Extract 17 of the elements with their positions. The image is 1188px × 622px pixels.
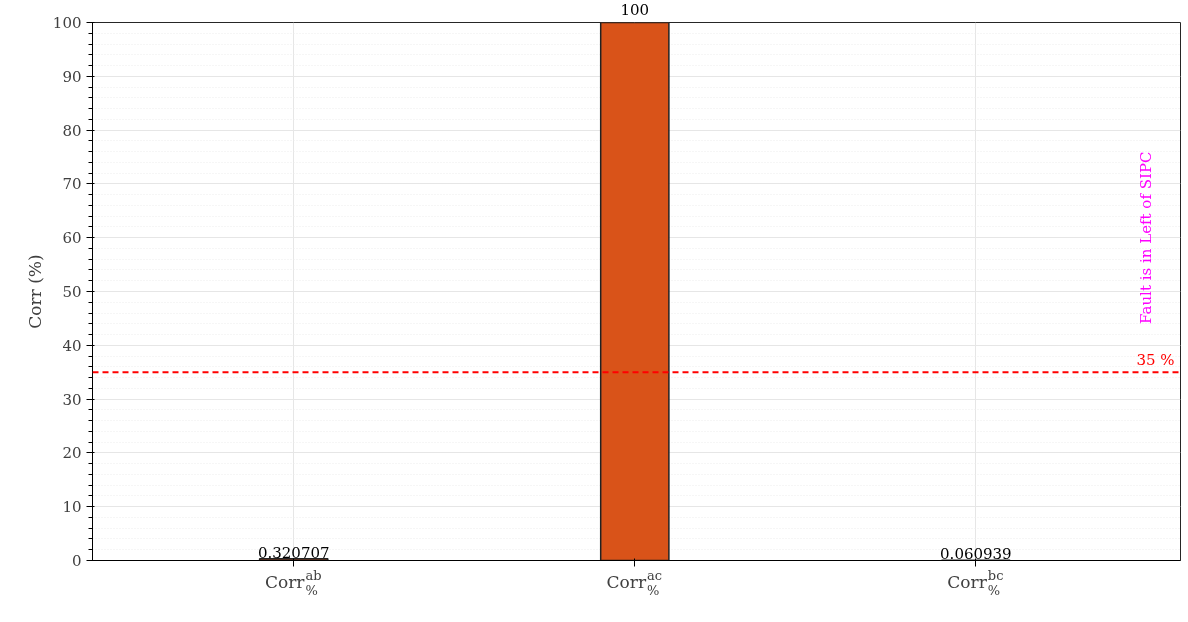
- y-tick-label: 0: [71, 552, 82, 570]
- y-tick-label: 60: [62, 229, 82, 248]
- y-tick-label: 70: [62, 175, 82, 194]
- annotation: Fault is in Left of SIPC: [1136, 151, 1155, 324]
- data-label: 0.320707: [257, 543, 330, 562]
- y-tick-label: 10: [62, 498, 82, 517]
- y-tick-label: 90: [62, 67, 82, 86]
- ref-line-label: 35 %: [1136, 351, 1175, 370]
- y-tick-label: 40: [62, 336, 82, 355]
- y-tick-label: 50: [62, 283, 82, 301]
- y-tick-label: 100: [52, 14, 82, 32]
- data-label: 0.060939: [940, 545, 1012, 564]
- data-label: 100: [620, 0, 650, 19]
- y-tick-label: 80: [62, 121, 82, 140]
- y-tick-label: 20: [62, 444, 82, 463]
- y-tick-label: 30: [62, 390, 82, 409]
- y-axis-title: Corr (%): [24, 254, 45, 329]
